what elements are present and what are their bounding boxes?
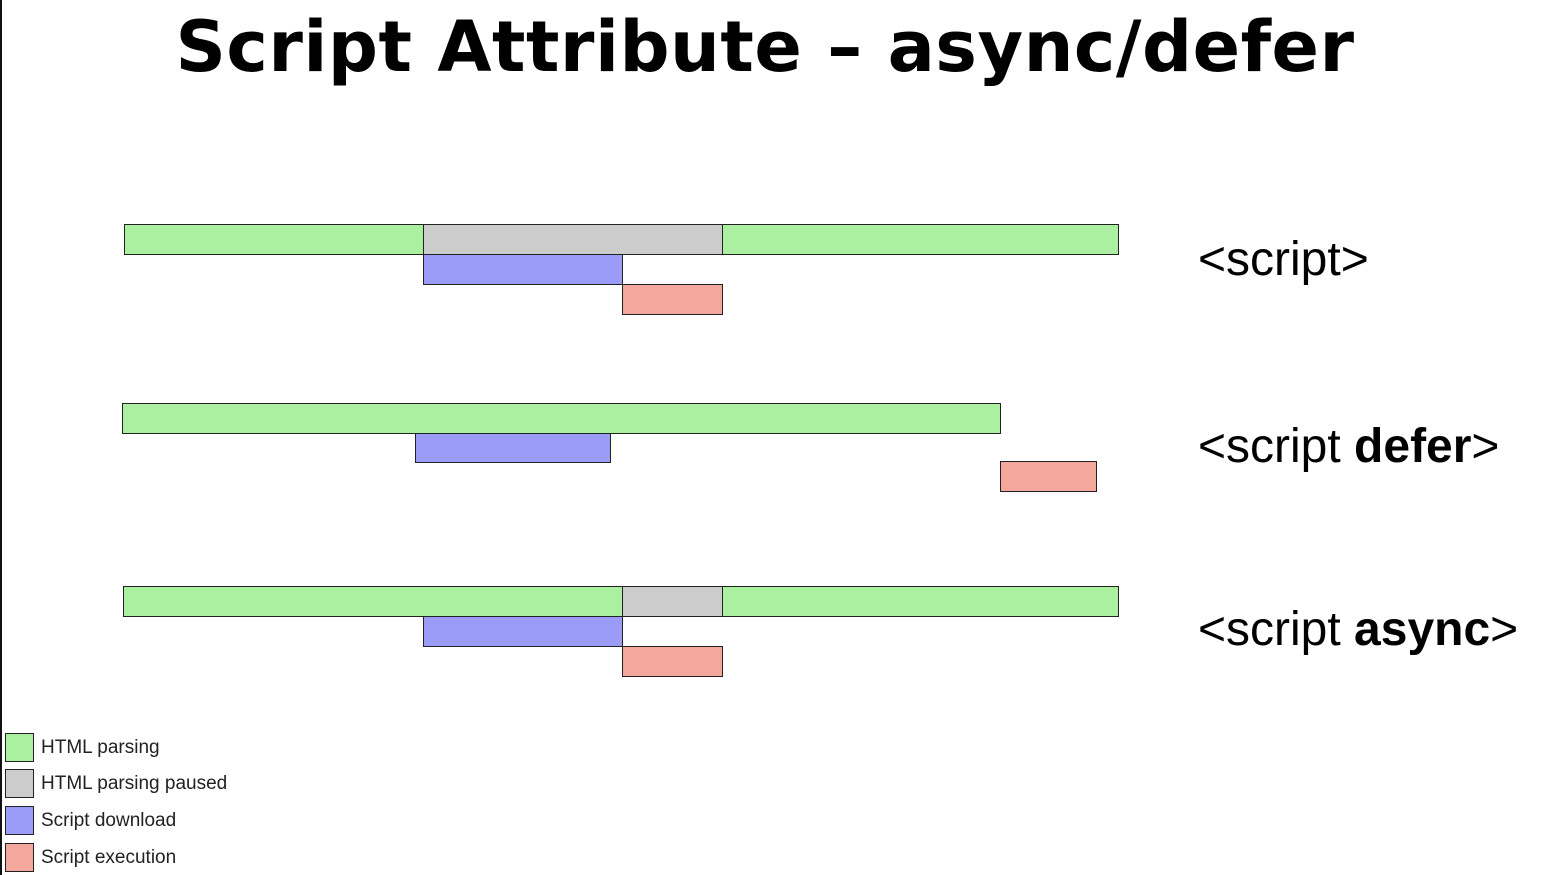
label-suffix: > — [1490, 603, 1519, 656]
legend-label: HTML parsing paused — [41, 773, 228, 794]
legend-swatch — [5, 733, 34, 762]
script-download-bar — [423, 254, 623, 285]
html-parsing-bar — [722, 224, 1119, 255]
legend-label: Script execution — [41, 847, 177, 868]
label-prefix: <script — [1198, 603, 1355, 656]
label-prefix: <script — [1198, 420, 1355, 473]
legend-swatch — [5, 843, 34, 872]
html-parsing-bar — [122, 403, 1001, 434]
left-border-line — [0, 0, 2, 875]
legend-label: HTML parsing — [41, 737, 160, 758]
label-suffix: > — [1340, 233, 1369, 286]
legend-swatch — [5, 769, 34, 798]
page-title: Script Attribute – async/defer — [175, 6, 1355, 88]
row-label-script-async: <script async> — [1198, 602, 1518, 658]
script-download-bar — [423, 616, 623, 647]
label-suffix: > — [1471, 420, 1500, 473]
script-download-bar — [415, 433, 611, 463]
script-execution-bar — [622, 646, 723, 677]
html-parsing-bar — [722, 586, 1119, 617]
row-label-script: <script> — [1198, 232, 1369, 288]
row-label-script-defer: <script defer> — [1198, 419, 1499, 475]
html-parsing-paused-bar — [423, 224, 723, 255]
html-parsing-bar — [124, 224, 424, 255]
legend-swatch — [5, 806, 34, 835]
script-execution-bar — [622, 284, 723, 315]
html-parsing-paused-bar — [622, 586, 723, 617]
html-parsing-bar — [123, 586, 623, 617]
label-keyword: defer — [1354, 420, 1472, 473]
legend-label: Script download — [41, 810, 177, 831]
label-prefix: <script — [1198, 233, 1341, 286]
label-keyword: async — [1354, 603, 1491, 656]
script-execution-bar — [1000, 461, 1097, 492]
